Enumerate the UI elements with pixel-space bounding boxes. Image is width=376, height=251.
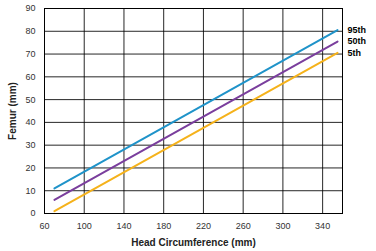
svg-text:95th: 95th	[348, 25, 367, 35]
svg-text:40: 40	[25, 117, 35, 127]
svg-text:100: 100	[77, 221, 92, 231]
svg-text:50th: 50th	[348, 36, 367, 46]
svg-text:340: 340	[315, 221, 330, 231]
svg-text:5th: 5th	[348, 48, 362, 58]
svg-text:140: 140	[116, 221, 131, 231]
svg-text:90: 90	[25, 3, 35, 13]
svg-text:30: 30	[25, 140, 35, 150]
svg-text:300: 300	[275, 221, 290, 231]
svg-text:70: 70	[25, 49, 35, 59]
svg-text:80: 80	[25, 26, 35, 36]
svg-text:0: 0	[30, 208, 35, 218]
svg-text:Femur (mm): Femur (mm)	[7, 82, 18, 140]
svg-text:Head Circumference (mm): Head Circumference (mm)	[131, 237, 255, 248]
svg-text:180: 180	[156, 221, 171, 231]
svg-text:10: 10	[25, 186, 35, 196]
svg-text:260: 260	[236, 221, 251, 231]
svg-text:220: 220	[196, 221, 211, 231]
svg-text:60: 60	[25, 72, 35, 82]
svg-text:50: 50	[25, 94, 35, 104]
svg-text:60: 60	[39, 221, 49, 231]
svg-text:20: 20	[25, 163, 35, 173]
